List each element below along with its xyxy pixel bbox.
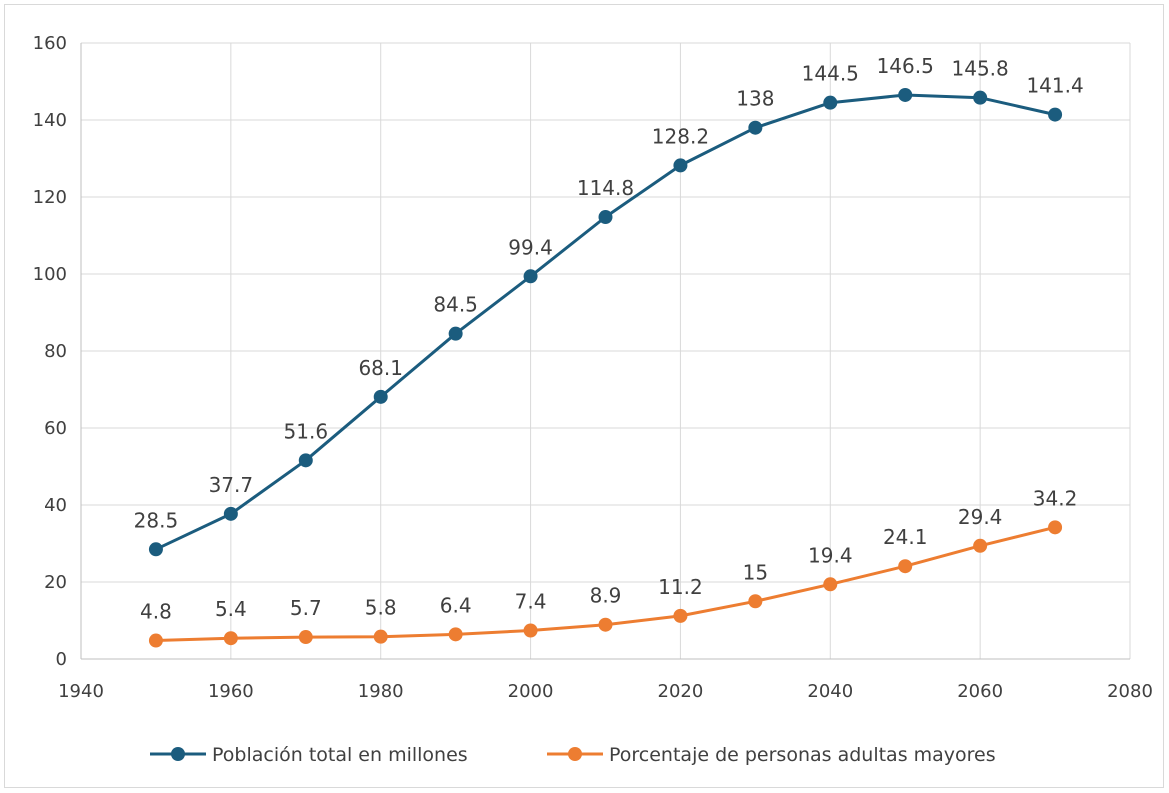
series-0-data-label-1950: 28.5 xyxy=(134,508,179,532)
x-tick-label-2060: 2060 xyxy=(957,681,1003,702)
series-0-point-1950 xyxy=(148,542,163,557)
x-tick-label-2040: 2040 xyxy=(807,681,853,702)
series-1-point-2070 xyxy=(1048,520,1063,535)
series-1-data-label-1990: 6.4 xyxy=(440,593,472,617)
x-tick-label-2000: 2000 xyxy=(508,681,554,702)
series-1-point-1960 xyxy=(223,631,238,646)
series-1-point-2030 xyxy=(748,594,763,609)
series-1-data-label-2060: 29.4 xyxy=(958,505,1003,529)
series-0-point-2020 xyxy=(673,158,688,173)
series-0-data-label-2050: 146.5 xyxy=(877,54,934,78)
series-layer xyxy=(148,87,1063,648)
series-1-point-1970 xyxy=(298,630,313,645)
legend-item-porcentaje: Porcentaje de personas adultas mayores xyxy=(547,744,996,766)
series-0-point-1980 xyxy=(373,389,388,404)
series-0-data-label-2070: 141.4 xyxy=(1026,74,1083,98)
x-tick-label-1940: 1940 xyxy=(58,681,104,702)
y-tick-label-40: 40 xyxy=(44,495,67,516)
gridlines xyxy=(80,42,1131,659)
series-1-data-label-2030: 15 xyxy=(743,560,768,584)
series-0-data-label-2030: 138 xyxy=(736,87,774,111)
series-0-point-1990 xyxy=(448,326,463,341)
series-1-point-2010 xyxy=(598,617,613,632)
series-0-point-2010 xyxy=(598,210,613,225)
legend-swatch-porcentaje-marker xyxy=(568,747,582,761)
series-1-point-2050 xyxy=(898,559,913,574)
series-1-point-2060 xyxy=(973,538,988,553)
y-tick-label-120: 120 xyxy=(33,187,67,208)
series-0-data-label-2010: 114.8 xyxy=(577,176,634,200)
series-1-data-label-2050: 24.1 xyxy=(883,525,928,549)
y-tick-label-140: 140 xyxy=(33,110,67,131)
series-0-data-label-2040: 144.5 xyxy=(802,62,859,86)
series-1-point-2020 xyxy=(673,608,688,623)
series-1-point-1950 xyxy=(148,633,163,648)
series-1-data-label-2020: 11.2 xyxy=(658,575,703,599)
y-tick-label-20: 20 xyxy=(44,572,67,593)
series-1-point-1980 xyxy=(373,629,388,644)
data-labels: 28.5 37.7 51.6 68.1 84.5 99.4 114.8 128.2 138 144… xyxy=(134,54,1084,624)
y-tick-label-0: 0 xyxy=(56,649,67,670)
legend: Población total en millones Porcentaje d… xyxy=(150,744,996,766)
series-0-data-label-2020: 128.2 xyxy=(652,124,709,148)
series-1-data-label-1960: 5.4 xyxy=(215,597,247,621)
series-0-point-2060 xyxy=(973,90,988,105)
series-0-data-label-1990: 84.5 xyxy=(433,293,478,317)
series-1-data-label-2040: 19.4 xyxy=(808,543,853,567)
x-tick-label-2080: 2080 xyxy=(1107,681,1153,702)
series-0-point-1960 xyxy=(223,506,238,521)
x-tick-label-2020: 2020 xyxy=(658,681,704,702)
series-0-point-2050 xyxy=(898,87,913,102)
series-0-data-label-1960: 37.7 xyxy=(209,473,254,497)
y-tick-label-60: 60 xyxy=(44,418,67,439)
series-0-point-2000 xyxy=(523,269,538,284)
series-1-point-2000 xyxy=(523,623,538,638)
series-line-0 xyxy=(155,93,1056,551)
series-0-point-1970 xyxy=(298,453,313,468)
y-tick-label-80: 80 xyxy=(44,341,67,362)
legend-label-porcentaje: Porcentaje de personas adultas mayores xyxy=(609,744,996,766)
series-0-point-2030 xyxy=(748,120,763,135)
series-1-point-2040 xyxy=(823,577,838,592)
series-1-data-label-2070: 34.2 xyxy=(1033,486,1078,510)
series-0-data-label-1980: 68.1 xyxy=(358,356,403,380)
series-0-data-label-2060: 145.8 xyxy=(952,57,1009,81)
series-1-point-1990 xyxy=(448,627,463,642)
legend-item-poblacion: Población total en millones xyxy=(150,744,468,766)
series-0-point-2070 xyxy=(1048,107,1063,122)
x-tick-label-1960: 1960 xyxy=(208,681,254,702)
y-tick-label-100: 100 xyxy=(33,264,67,285)
chart-frame xyxy=(4,4,1164,788)
series-1-data-label-1950: 4.8 xyxy=(140,600,172,624)
series-1-data-label-1970: 5.7 xyxy=(290,596,322,620)
legend-label-poblacion: Población total en millones xyxy=(212,744,468,766)
series-0-point-2040 xyxy=(823,95,838,110)
legend-swatch-poblacion-marker xyxy=(171,747,185,761)
series-1-data-label-1980: 5.8 xyxy=(365,596,397,620)
y-tick-label-160: 160 xyxy=(33,33,67,54)
series-1-data-label-2010: 8.9 xyxy=(590,584,622,608)
series-1-data-label-2000: 7.4 xyxy=(515,590,547,614)
series-0-data-label-2000: 99.4 xyxy=(508,235,553,259)
series-0-data-label-1970: 51.6 xyxy=(284,419,329,443)
x-tick-label-1980: 1980 xyxy=(358,681,404,702)
